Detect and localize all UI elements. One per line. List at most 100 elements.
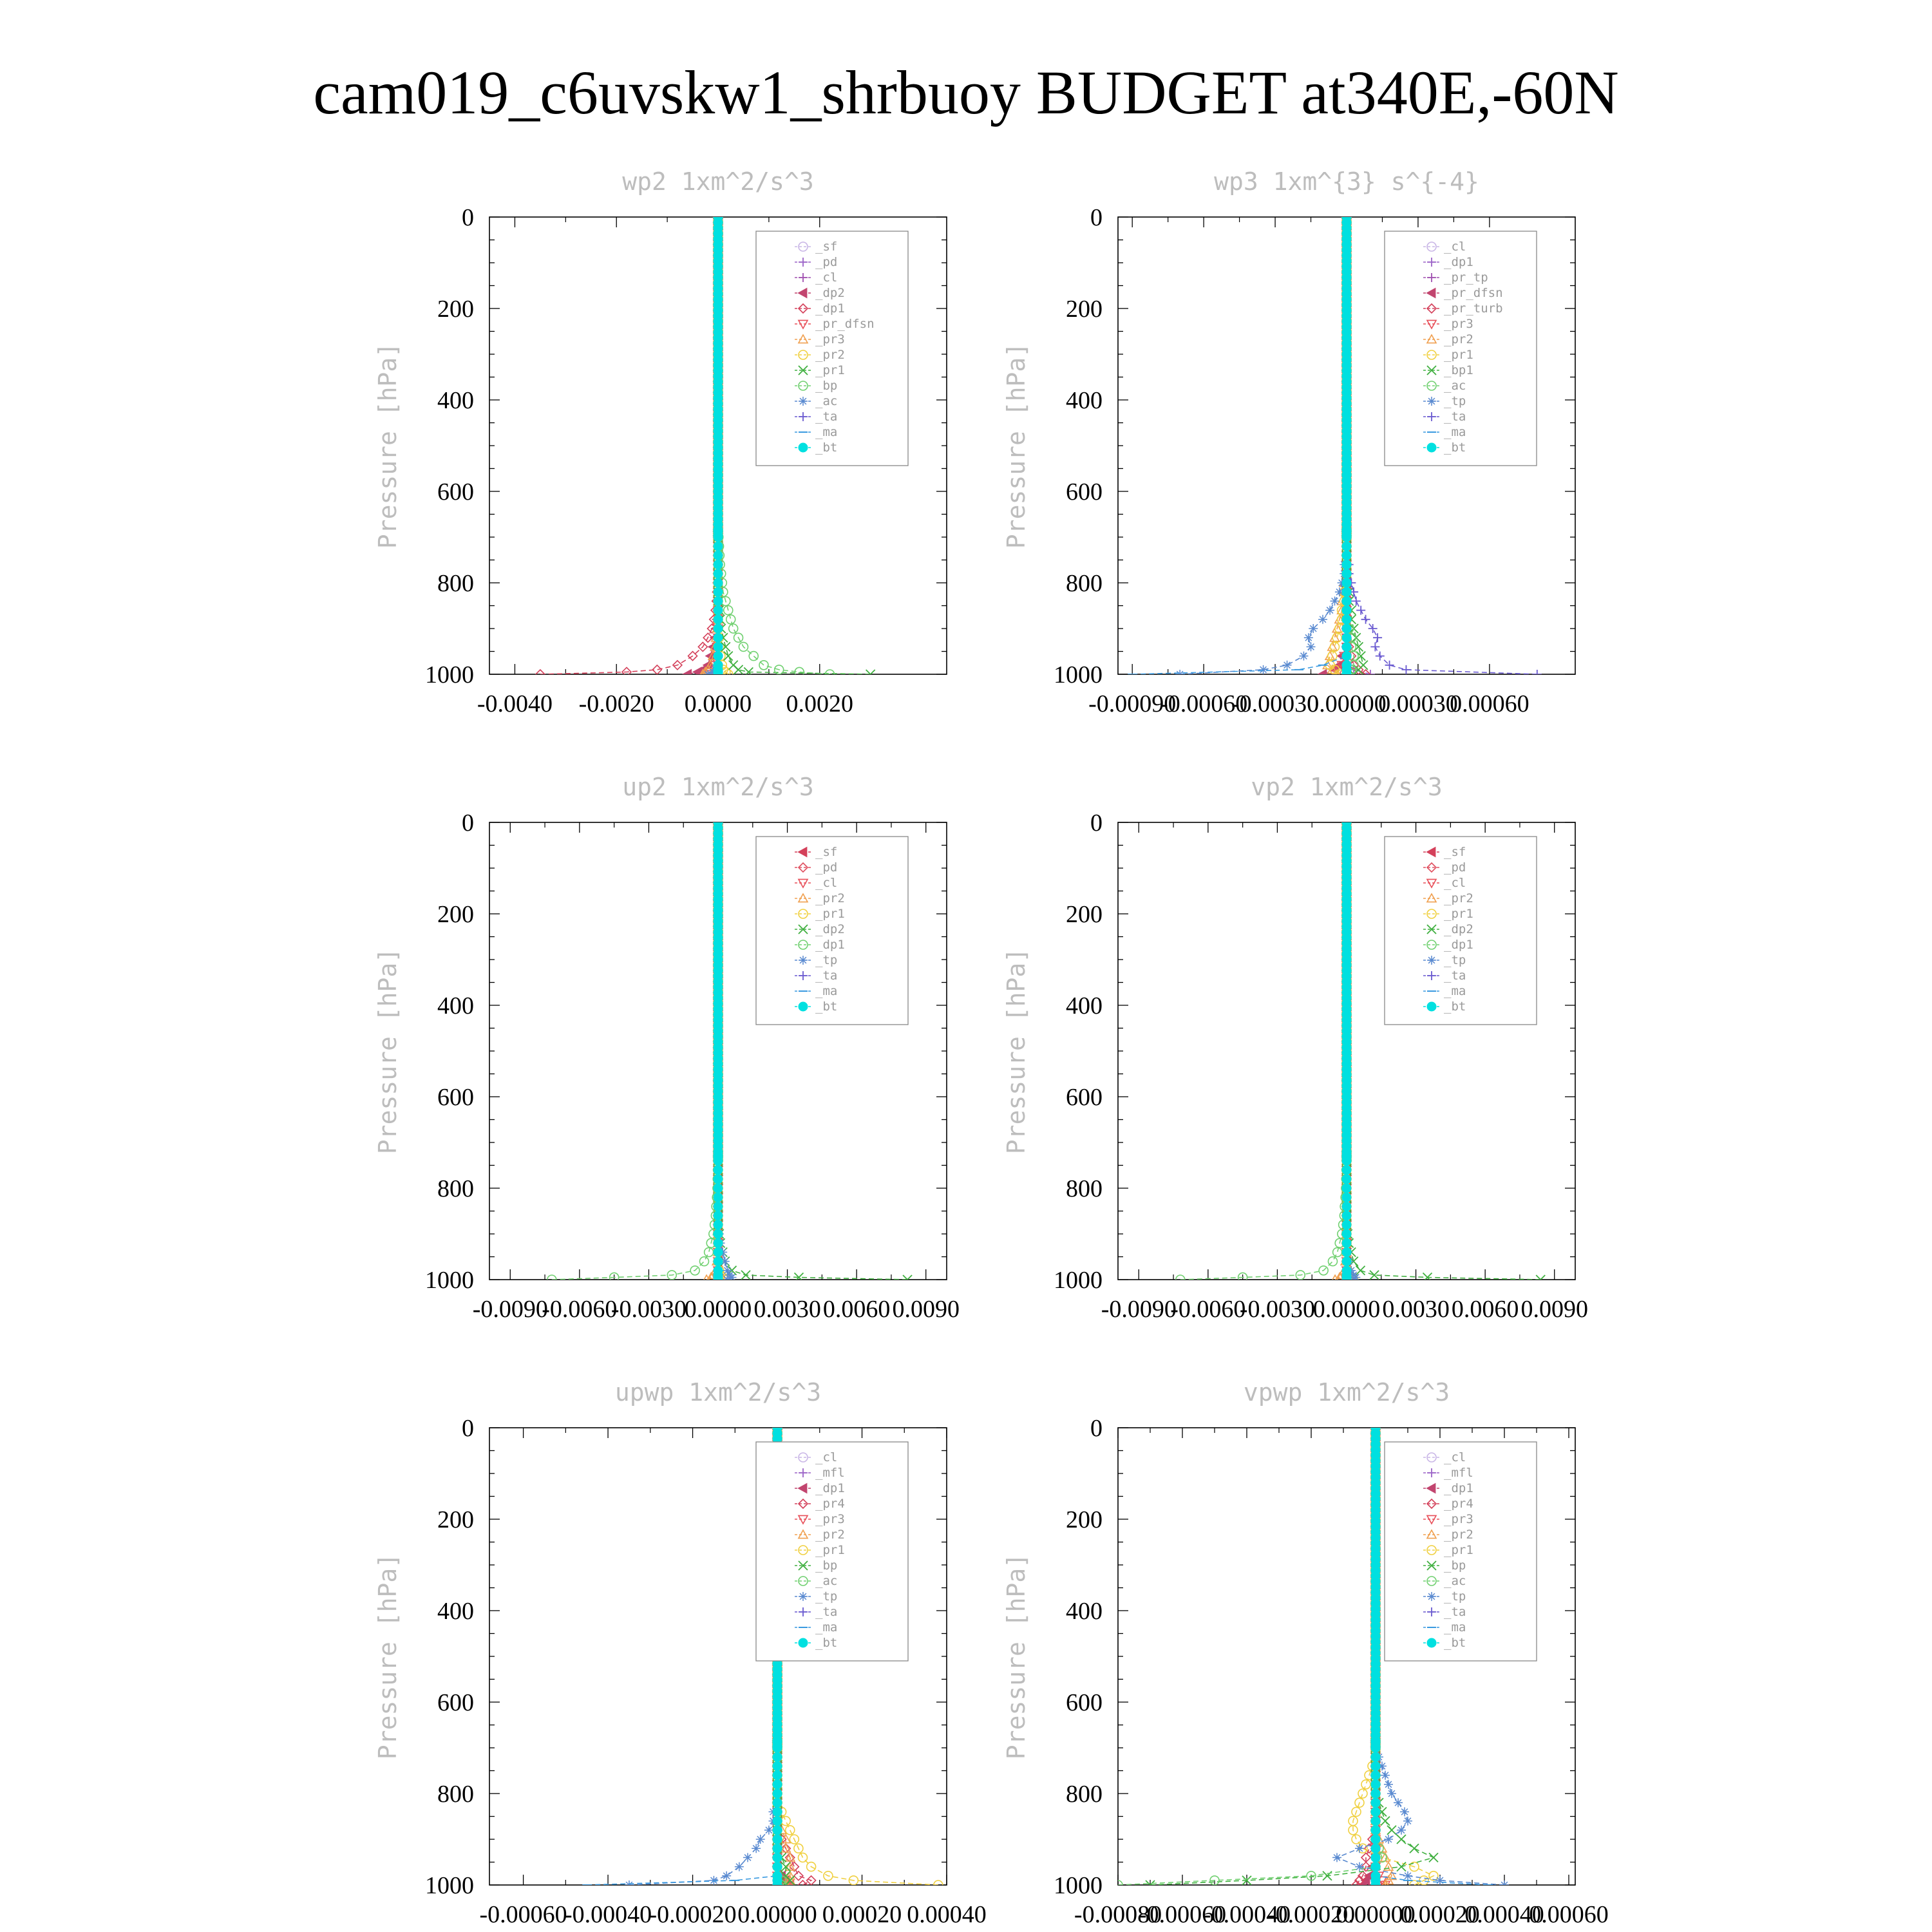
panel-4-legend-label: _pr2 — [1444, 891, 1473, 905]
panel-4-legend-item: _pr1 — [1423, 907, 1473, 921]
panel-1-ylabel: Pressure [hPa] — [374, 343, 402, 549]
panel-2-series-tp-point — [1175, 670, 1185, 674]
panel-3-series-dp1-point — [703, 1247, 714, 1258]
panel-2-xtick-label: 0.00060 — [1450, 690, 1530, 717]
panel-3-ytick-label: 400 — [437, 992, 474, 1019]
panel-2-series-bt-point — [1341, 641, 1352, 652]
panel-2-title: wp3 1xm^{3} s^{-4} — [1214, 167, 1479, 196]
panel-3-legend-label: _cl — [815, 876, 837, 890]
panel-5-ytick-label: 0 — [462, 1415, 474, 1442]
panel-3-series-dp1-point — [609, 1272, 620, 1280]
panel-1-series-dp1 — [535, 217, 724, 674]
panel-3-legend-item: _cl — [795, 876, 837, 890]
panel-4-legend-item: _sf — [1423, 845, 1466, 859]
panel-2-series-ma-line — [1132, 531, 1347, 674]
panel-5-ytick-label: 600 — [437, 1689, 474, 1716]
panel-3-legend-item: _pr1 — [795, 907, 845, 921]
panel-2-series-bt-point — [1341, 560, 1352, 570]
panel-2-legend-label: _pr_tp — [1444, 270, 1488, 285]
panel-1-legend-label: _dp2 — [815, 286, 845, 300]
panel-1-legend-label: _sf — [815, 240, 837, 254]
panel-2-series-bt-point — [1341, 660, 1352, 670]
panel-5-ytick-label: 800 — [437, 1781, 474, 1808]
panel-3-legend-point — [798, 940, 808, 950]
panel-3-series-bt-point — [713, 1192, 723, 1202]
panel-1-xtick-label: 0.0020 — [786, 690, 854, 717]
panel-3-series-tp-point — [723, 1265, 732, 1275]
panel-4-legend-point — [1426, 924, 1437, 934]
panel-5-xtick-label: 0.00020 — [822, 1901, 902, 1928]
panel-4-legend-label: _sf — [1444, 845, 1466, 859]
panel-2-series-bt-point — [1341, 614, 1352, 625]
panel-2-legend-item: _dp1 — [1423, 255, 1473, 269]
panel-2-legend-point — [1426, 319, 1437, 330]
panel-1-series-pr1-point — [743, 667, 753, 674]
panel-4-title: vp2 1xm^2/s^3 — [1251, 773, 1442, 801]
panel-2-series-ta-point — [1351, 596, 1361, 606]
panel-3-xtick-label: -0.0060 — [542, 1296, 617, 1323]
panel-5-xtick-label: 0.00040 — [907, 1901, 987, 1928]
panel-2-legend-item: _pr1 — [1423, 348, 1473, 362]
panel-3-legend-label: _bt — [815, 999, 837, 1014]
panel-1-legend-item: _ma — [795, 425, 837, 439]
panel-2-series-bt-point — [1341, 550, 1352, 560]
panel-3-xtick-label: 0.0090 — [892, 1296, 960, 1323]
panel-4-ytick-label: 400 — [1066, 992, 1103, 1019]
panel-1-legend-box — [755, 231, 909, 466]
panel-4-legend-item: _ma — [1423, 984, 1466, 998]
panel-2-series-ta-point — [1385, 660, 1394, 670]
panel-2-legend-item: _ta — [1423, 410, 1466, 424]
panel-4-series-bt-point — [1341, 1183, 1352, 1193]
panel-4-legend-item: _pr2 — [1423, 891, 1473, 905]
panel-1-series-bp-point — [728, 623, 739, 634]
panel-3-xtick-label: 0.0000 — [685, 1296, 752, 1323]
panel-3-series-dp2-line — [717, 1155, 908, 1280]
panel-5-ytick-label: 200 — [437, 1506, 474, 1533]
panel-2-legend-label: _pr3 — [1444, 317, 1473, 331]
panel-4-xtick-label: -0.0030 — [1240, 1296, 1315, 1323]
panel-2-series-ta-point — [1370, 642, 1380, 652]
panel-1-legend-label: _pd — [815, 255, 837, 269]
panel-4-legend-item: _bt — [1423, 999, 1466, 1014]
panel-1-legend-point — [797, 334, 809, 344]
panel-2-series-pr1-point — [1332, 632, 1343, 643]
panel-4-ylabel: Pressure [hPa] — [1002, 948, 1030, 1154]
panel-1-legend-item: _pr3 — [795, 332, 845, 346]
panel-2-series-ta-point — [1356, 605, 1366, 615]
panel-3-series-dp1-point — [699, 1256, 710, 1267]
panel-3-legend-item: _pr2 — [795, 891, 845, 905]
panel-3-legend-label: _ta — [815, 969, 837, 983]
panel-3-series-bt-point — [713, 1247, 723, 1257]
panel-2-xtick-label: 0.00030 — [1378, 690, 1458, 717]
panel-4-series-dp1-point — [1237, 1272, 1248, 1280]
panel-2-series-tp-point — [1306, 642, 1316, 652]
panel-2-data — [1128, 217, 1542, 674]
panel-3-series-bt-point — [713, 1238, 723, 1248]
panel-1-legend-item: _dp1 — [795, 301, 845, 316]
panel-1-xtick-label: -0.0040 — [477, 690, 553, 717]
panel-2-legend-point — [1426, 334, 1437, 344]
panel-1-series-bt-point — [713, 623, 723, 634]
panel-2-xtick-label: -0.00060 — [1160, 690, 1247, 717]
panel-2-legend-label: _ta — [1444, 410, 1466, 424]
panel-4-data — [1175, 822, 1546, 1280]
panel-1-series-bt-point — [713, 526, 723, 536]
panel-1-ytick-label: 800 — [437, 570, 474, 597]
panel-2-legend-point — [1426, 442, 1437, 453]
panel-1-series-dp1-point — [697, 641, 708, 652]
panel-4-ytick-label: 0 — [1090, 810, 1103, 837]
panel-3-legend-point — [797, 862, 809, 873]
panel-3-legend-point — [799, 971, 808, 980]
panel-2-ytick-label: 0 — [1090, 204, 1103, 231]
panel-2-legend-point — [1426, 350, 1437, 360]
panel-2-xtick-label: -0.00090 — [1088, 690, 1176, 717]
panel-2-series-tp-point — [1299, 651, 1309, 661]
panel-3-legend-label: _sf — [815, 845, 837, 859]
panel-2-legend-label: _pr1 — [1444, 348, 1473, 362]
panel-3-legend-item: _ma — [795, 984, 837, 998]
panel-2-ytick-label: 800 — [1066, 570, 1103, 597]
panel-3-legend-label: _ma — [815, 984, 837, 998]
panel-4-legend-point — [1426, 862, 1437, 873]
panel-4-series-bt-point — [1341, 1174, 1352, 1184]
panel-5-series-pr4-point — [793, 1870, 804, 1881]
